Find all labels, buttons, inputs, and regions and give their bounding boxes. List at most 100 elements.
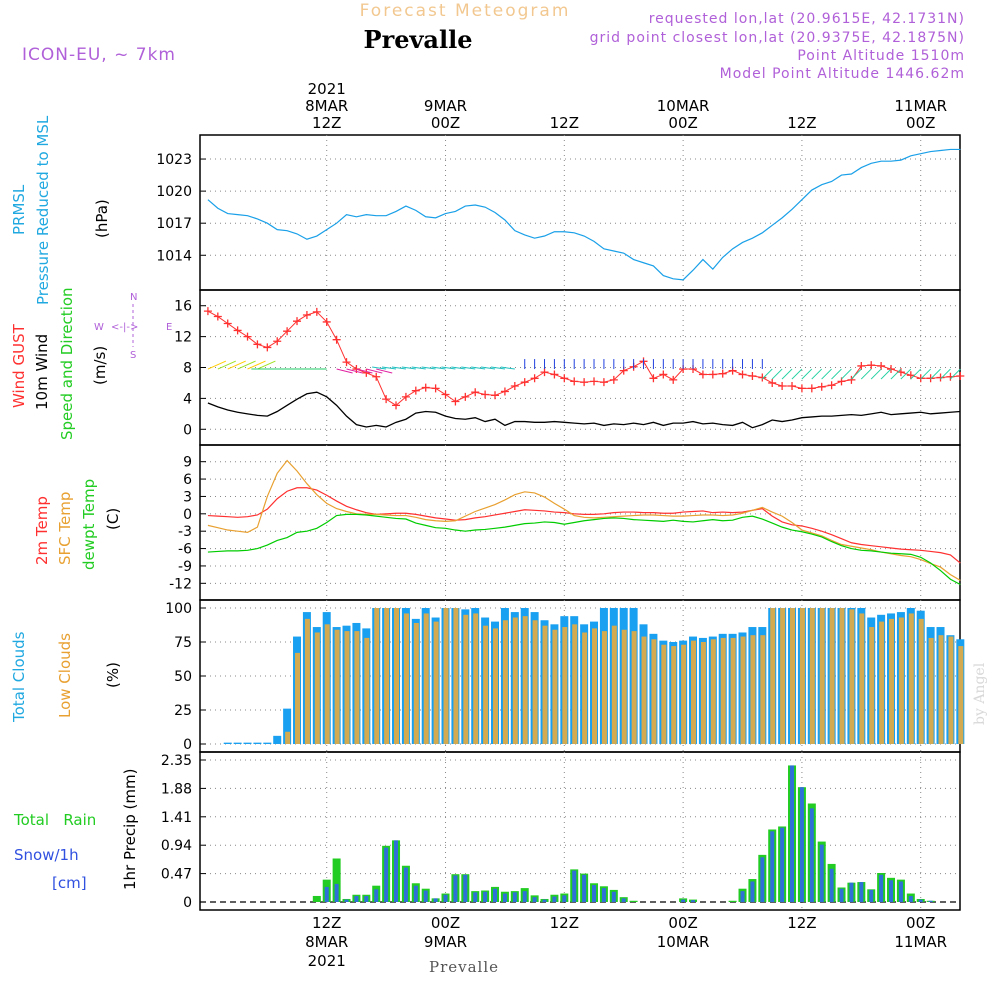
wind-arrow	[257, 360, 276, 370]
panel-frame	[199, 444, 961, 601]
gust-point	[659, 370, 668, 379]
super-title: Forecast Meteogram	[360, 1, 571, 21]
temp-unit-label: (C)	[104, 508, 122, 530]
bar-snow	[869, 889, 874, 902]
bar-low-clouds	[700, 642, 706, 744]
wind-arrow	[356, 368, 373, 374]
precip-unit-label: 1hr Precip (mm)	[121, 769, 139, 890]
ytick-label: 0	[183, 507, 192, 523]
gust-point	[520, 378, 529, 387]
bar-snow	[483, 891, 488, 902]
bar-low-clouds	[908, 613, 914, 744]
bar-low-clouds	[423, 613, 429, 744]
snow-unit-label: [cm]	[52, 874, 87, 892]
gust-label: Wind GUST	[10, 323, 28, 408]
bottom-time-label: 2021	[308, 952, 346, 970]
gust-point	[887, 365, 896, 374]
bar-total-clouds	[283, 708, 292, 744]
bar-snow	[889, 880, 894, 902]
bar-snow	[384, 847, 389, 902]
bar-low-clouds	[621, 629, 627, 744]
wind-arrow	[801, 368, 813, 380]
bar-snow	[928, 900, 933, 902]
t2m-label: 2m Temp	[33, 496, 51, 565]
bar-low-clouds	[532, 620, 538, 744]
bar-low-clouds	[483, 625, 489, 744]
ytick-label: 50	[174, 669, 192, 685]
bar-snow	[344, 899, 349, 902]
ytick-label: 1014	[156, 248, 192, 264]
bar-low-clouds	[790, 608, 796, 744]
bar-low-clouds	[364, 637, 370, 744]
wind-arrow	[217, 360, 237, 370]
gust-point	[293, 317, 302, 326]
bar-snow	[859, 882, 864, 902]
bar-snow	[819, 844, 824, 902]
bar-low-clouds	[958, 646, 964, 744]
ytick-label: 16	[174, 299, 192, 315]
bar-low-clouds	[334, 629, 340, 744]
wind-arrow	[890, 368, 902, 380]
top-time-label: 00Z	[668, 114, 697, 132]
gust-point	[253, 340, 262, 349]
compass-west: W	[94, 322, 104, 333]
gust-point	[481, 390, 490, 399]
ytick-label: 1.88	[161, 781, 192, 797]
bar-low-clouds	[611, 625, 617, 744]
dewpt-label: dewpt Temp	[80, 479, 98, 570]
ytick-label: 9	[183, 455, 192, 471]
top-time-label: 12Z	[312, 114, 341, 132]
bar-snow	[403, 867, 408, 902]
bar-low-clouds	[651, 639, 657, 744]
bar-low-clouds	[661, 644, 667, 744]
wind-arrow	[841, 368, 852, 380]
gust-point	[738, 370, 747, 379]
wind-arrow	[207, 360, 227, 370]
bar-low-clouds	[473, 613, 479, 744]
point-altitude: Point Altitude 1510m	[797, 48, 965, 64]
bar-total-clouds	[223, 742, 232, 744]
wind-arrow	[421, 366, 436, 370]
bar-snow	[453, 875, 458, 902]
gust-point	[708, 370, 717, 379]
gust-point	[223, 319, 232, 328]
gust-point	[441, 390, 450, 399]
bar-rain	[312, 895, 321, 902]
bottom-time-label: 12Z	[312, 914, 341, 932]
bar-snow	[908, 895, 913, 902]
bar-snow	[433, 898, 438, 902]
bar-snow	[898, 881, 903, 902]
gust-point	[332, 335, 341, 344]
bar-low-clouds	[740, 636, 746, 744]
gust-point	[649, 374, 658, 383]
station-title: Prevalle	[364, 25, 473, 54]
bar-snow	[364, 895, 369, 902]
wind-arrow	[480, 366, 496, 370]
gust-point	[243, 332, 252, 341]
gust-point	[491, 391, 500, 400]
ytick-label: 100	[165, 601, 192, 617]
wind-arrow	[940, 368, 951, 380]
compass-horizontal: <-|->	[111, 322, 138, 333]
gust-point	[698, 370, 707, 379]
wind-arrow	[372, 366, 387, 370]
bar-low-clouds	[809, 608, 815, 744]
bottom-time-label: 12Z	[787, 914, 816, 932]
bar-low-clouds	[344, 631, 350, 744]
temperature-panel: -12-9-6 -30 369	[169, 444, 961, 601]
ytick-label: 1020	[156, 184, 192, 200]
panel-frame	[199, 751, 961, 911]
ytick-label: -3	[178, 524, 192, 540]
bar-low-clouds	[889, 618, 895, 744]
bar-low-clouds	[582, 632, 588, 744]
bar-total-clouds	[273, 735, 282, 744]
bar-low-clouds	[691, 640, 697, 744]
bar-low-clouds	[394, 608, 400, 744]
series-wind10m	[207, 391, 961, 429]
top-time-label: 00Z	[906, 114, 935, 132]
bar-snow	[324, 886, 329, 902]
gust-point	[550, 370, 559, 379]
bar-low-clouds	[443, 608, 449, 744]
bar-low-clouds	[780, 608, 786, 744]
